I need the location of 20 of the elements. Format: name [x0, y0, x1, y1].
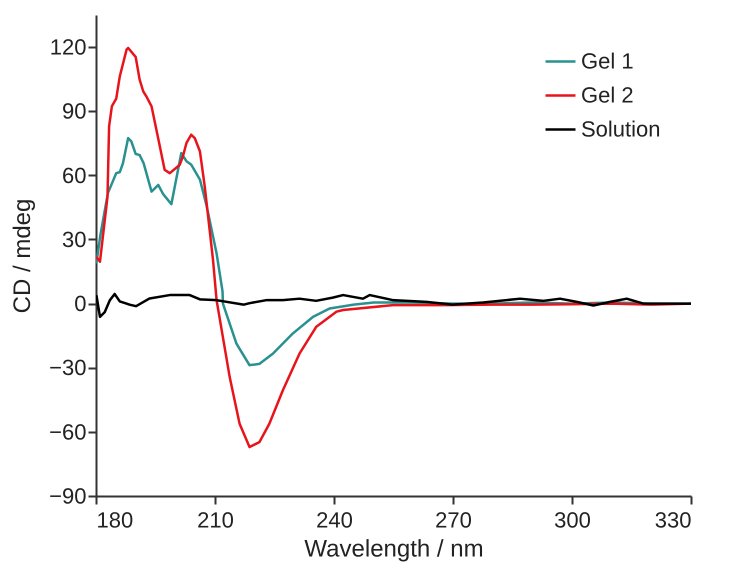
x-tick-label: 210: [197, 508, 234, 532]
y-tick-label: 30: [62, 226, 86, 252]
y-tick-label: 60: [62, 162, 86, 188]
legend-label: Solution: [581, 116, 661, 142]
x-tick-label: 180: [96, 508, 134, 532]
legend-label: Gel 2: [581, 82, 634, 108]
y-tick-label: −90: [49, 484, 86, 508]
y-tick-label: 120: [50, 34, 86, 60]
y-tick-label: −30: [49, 355, 86, 380]
x-axis-title: Wavelength / nm: [304, 536, 484, 562]
x-tick-label: 240: [316, 508, 353, 532]
line-series: [96, 292, 691, 318]
x-tick-label: 330: [654, 508, 692, 532]
y-tick-label: 0: [74, 291, 86, 316]
y-tick-label: −60: [49, 419, 86, 444]
y-tick-label: 90: [62, 98, 86, 124]
x-tick-label: 270: [435, 508, 472, 532]
x-tick-label: 300: [554, 508, 591, 532]
y-axis-title: CD / mdeg: [9, 198, 36, 314]
legend-label: Gel 1: [581, 48, 634, 74]
